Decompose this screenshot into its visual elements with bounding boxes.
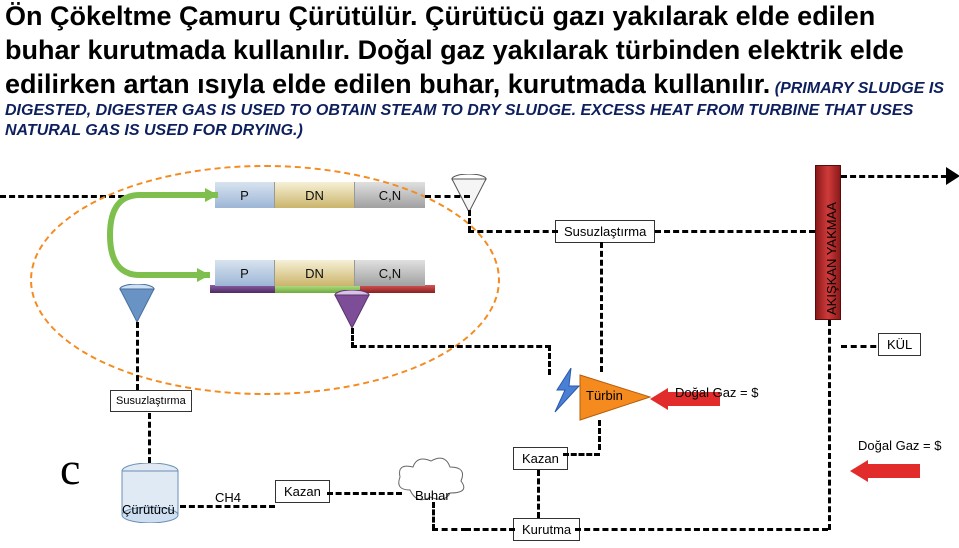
label-dogalgaz-2: Doğal Gaz = $ [858,438,941,453]
label-ch4: CH4 [215,490,241,505]
dash-susuz-curut [148,413,151,463]
dash-out-top [841,175,956,178]
label-turbin: Türbin [586,388,623,403]
dash-turb-kazan2-h [563,453,600,456]
label-buhar: Buhar [415,488,450,503]
dash-kazan2-kurutma [537,470,540,518]
funnel-purple [333,290,371,330]
orange-oval [30,165,500,395]
big-c: c [60,442,80,495]
box-kurutma: Kurutma [513,518,580,541]
box-kazan2: Kazan [513,447,568,470]
label-dogalgaz-1: Doğal Gaz = $ [675,385,758,400]
dash-purple-down2 [548,345,551,375]
dash-row1-right [425,195,470,198]
dash-funnel-blue-down [136,322,139,390]
box-kazan1: Kazan [275,480,330,503]
box-susuz-bottom: Susuzlaştırma [110,390,192,412]
funnel-white [450,174,488,214]
box-kul: KÜL [878,333,921,356]
vertical-text: AKIŞKAN YAKMAA [824,202,839,315]
diagram-area: P DN C,N P DN C,N Susuzlaştırma AKIŞKAN … [0,170,959,548]
dash-buhar-kurutma [465,528,515,531]
dash-kurutma-right [575,528,828,531]
dash-susuz-vert [655,230,815,233]
funnel-blue [118,284,156,324]
red-arrow-bottom [850,460,920,482]
dash-susuz-down [600,242,603,372]
dash-ch4 [180,505,275,508]
title-main: Ön Çökeltme Çamuru Çürütülür. Çürütücü g… [5,1,904,99]
dash-funnel-down [468,210,471,232]
dash-kurutma-up [828,320,831,530]
dash-buhar-down [432,502,435,530]
title-block: Ön Çökeltme Çamuru Çürütülür. Çürütücü g… [5,0,955,141]
dash-kazan-buhar [327,492,402,495]
label-curutucu: Çürütücü [122,502,175,517]
dash-purple-right [351,345,551,348]
dash-buhar-h [432,528,467,531]
dash-turb-kazan2 [598,420,601,450]
box-susuz-top: Susuzlaştırma [555,220,655,243]
lightning-icon [553,368,583,413]
dash-out-top-arrow [946,167,959,185]
dash-funnel-susuz [468,230,558,233]
